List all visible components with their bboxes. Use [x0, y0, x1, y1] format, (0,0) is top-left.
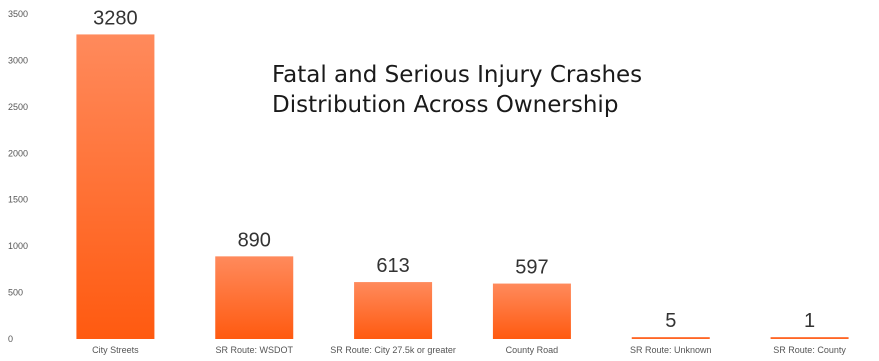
- y-axis: 0 500 1000 1500 2000 2500 3000 3500: [8, 9, 28, 344]
- data-label: 890: [238, 229, 271, 251]
- data-label: 3280: [93, 7, 138, 29]
- chart-title-line-2: Distribution Across Ownership: [272, 92, 619, 118]
- bar: [770, 337, 849, 339]
- y-tick-label: 2500: [8, 102, 28, 112]
- data-label: 597: [515, 257, 548, 279]
- x-tick-label: SR Route: Unknown: [630, 345, 712, 355]
- chart-title: Fatal and Serious Injury Crashes Distrib…: [272, 60, 642, 120]
- bar: [354, 282, 433, 339]
- x-tick-label: SR Route: County: [773, 345, 846, 355]
- chart-title-line-1: Fatal and Serious Injury Crashes: [272, 62, 643, 88]
- data-label: 1: [804, 310, 815, 332]
- x-tick-label: SR Route: City 27.5k or greater: [330, 345, 456, 355]
- y-tick-label: 0: [8, 334, 13, 344]
- x-tick-label: County Road: [506, 345, 559, 355]
- x-axis: City Streets SR Route: WSDOT SR Route: Cit…: [92, 345, 846, 355]
- bar: [215, 256, 294, 339]
- bar: [631, 337, 710, 339]
- data-label: 5: [665, 310, 676, 332]
- y-tick-label: 1000: [8, 241, 28, 251]
- y-tick-label: 1500: [8, 195, 28, 205]
- bar: [76, 34, 155, 340]
- bar: [492, 283, 571, 339]
- bars: [76, 34, 849, 340]
- y-tick-label: 3000: [8, 55, 28, 65]
- y-tick-label: 500: [8, 288, 23, 298]
- data-label: 613: [376, 255, 409, 277]
- y-tick-label: 2000: [8, 148, 28, 158]
- x-tick-label: SR Route: WSDOT: [215, 345, 293, 355]
- x-tick-label: City Streets: [92, 345, 139, 355]
- data-labels: 3280 890 613 597 5 1: [93, 7, 815, 332]
- y-tick-label: 3500: [8, 9, 28, 19]
